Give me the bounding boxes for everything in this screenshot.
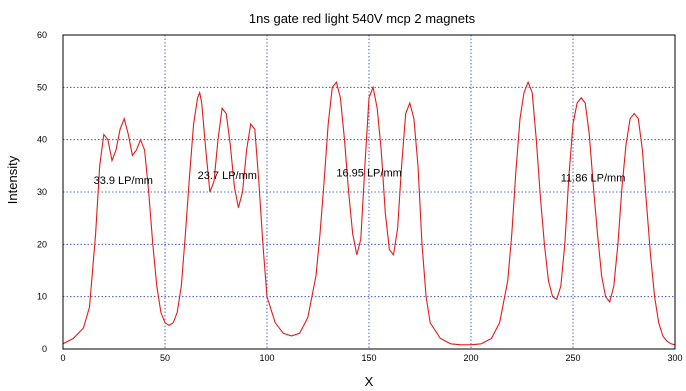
x-tick-label: 50 (160, 353, 170, 363)
annotation-label: 11.86 LP/mm (561, 173, 626, 185)
x-tick-label: 200 (463, 353, 478, 363)
chart-title: 1ns gate red light 540V mcp 2 magnets (249, 11, 476, 26)
x-axis-label: X (365, 374, 374, 389)
annotations: 33.9 LP/mm 23.7 LP/mm 16.95 LP/mm 11.86 LP/… (94, 167, 626, 187)
y-tick-label: 10 (37, 292, 47, 302)
y-tick-label: 20 (37, 239, 47, 249)
y-axis-label: Intensity (5, 155, 20, 204)
y-tick-label: 30 (37, 187, 47, 197)
annotation-label: 33.9 LP/mm (94, 175, 153, 187)
x-tick-label: 100 (259, 353, 274, 363)
x-tick-label: 150 (361, 353, 376, 363)
y-tick-label: 40 (37, 135, 47, 145)
grid-lines (63, 35, 675, 349)
x-tick-label: 300 (667, 353, 682, 363)
series-line-1 (62, 80, 676, 346)
y-tick-label: 0 (42, 344, 47, 354)
x-tick-label: 250 (565, 353, 580, 363)
annotation-label: 16.95 LP/mm (336, 167, 401, 179)
series-layer (62, 80, 676, 346)
y-tick-label: 60 (37, 30, 47, 40)
tick-labels: 0 50 100 150 200 250 300 0 10 20 30 40 50 60 (37, 30, 683, 363)
x-tick-label: 0 (60, 353, 65, 363)
annotation-label: 23.7 LP/mm (198, 170, 257, 182)
y-tick-label: 50 (37, 82, 47, 92)
plot-frame (62, 34, 676, 350)
